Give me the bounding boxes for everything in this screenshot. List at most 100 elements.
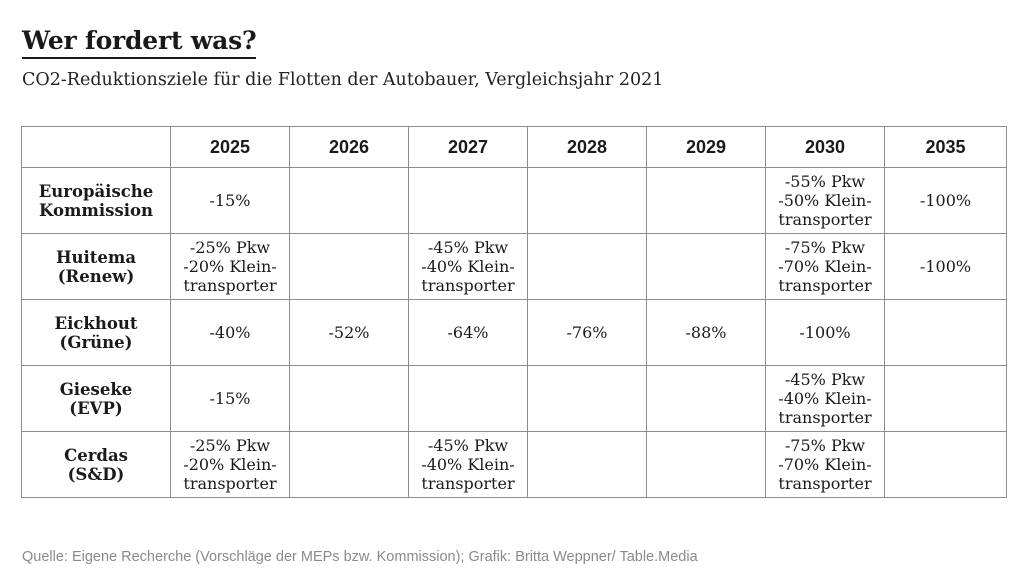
value-line: -45% Pkw — [427, 436, 509, 455]
row-label-line: (Grüne) — [59, 332, 133, 352]
value-cell: -64% — [408, 299, 528, 366]
column-header: 2030 — [765, 126, 885, 168]
value-line: transporter — [421, 276, 515, 295]
row-label-line: (S&D) — [67, 464, 125, 484]
value-cell — [527, 233, 647, 300]
value-line: -40% Klein- — [778, 389, 872, 408]
value-line: -75% Pkw — [784, 238, 866, 257]
value-cell — [408, 167, 528, 234]
value-line: -100% — [919, 191, 972, 210]
value-line: -25% Pkw — [189, 436, 271, 455]
chart-subtitle: CO2-Reduktionsziele für die Flotten der … — [22, 70, 664, 90]
value-line: -20% Klein- — [183, 257, 277, 276]
table-row: Huitema (Renew) -25% Pkw -20% Klein-transpo… — [21, 233, 1007, 300]
column-header: 2028 — [527, 126, 647, 168]
column-header: 2035 — [884, 126, 1007, 168]
value-cell: -75% Pkw -70% Klein-transporter — [765, 233, 885, 300]
value-cell: -100% — [765, 299, 885, 366]
value-line: -76% — [566, 323, 608, 342]
row-label: Eickhout (Grüne) — [21, 299, 171, 366]
value-line: transporter — [183, 474, 277, 493]
value-line: transporter — [778, 210, 872, 229]
value-line: -55% Pkw — [784, 172, 866, 191]
value-line: -100% — [919, 257, 972, 276]
value-cell — [527, 167, 647, 234]
value-cell: -45% Pkw -40% Klein-transporter — [408, 233, 528, 300]
value-line: -100% — [799, 323, 851, 342]
value-cell: -100% — [884, 167, 1007, 234]
value-line: transporter — [183, 276, 277, 295]
table-row: Cerdas (S&D) -25% Pkw -20% Klein-transporte… — [21, 431, 1007, 498]
value-cell — [646, 365, 766, 432]
value-cell — [646, 233, 766, 300]
value-line: -40% Klein- — [421, 455, 515, 474]
value-cell: -55% Pkw -50% Klein-transporter — [765, 167, 885, 234]
value-cell: -52% — [289, 299, 409, 366]
source-note: Quelle: Eigene Recherche (Vorschläge der… — [22, 549, 698, 565]
value-line: -70% Klein- — [778, 257, 872, 276]
header-row: 2025 2026 2027 2028 2029 2030 2035 — [21, 126, 1007, 168]
value-line: -88% — [685, 323, 727, 342]
corner-cell — [21, 126, 171, 168]
value-cell — [646, 167, 766, 234]
row-label-line: Eickhout — [54, 313, 138, 333]
value-line: -75% Pkw — [784, 436, 866, 455]
value-line: -45% Pkw — [427, 238, 509, 257]
value-line: -15% — [209, 389, 251, 408]
value-cell — [289, 365, 409, 432]
value-line: -70% Klein- — [778, 455, 872, 474]
value-line: -50% Klein- — [778, 191, 872, 210]
value-line: transporter — [778, 474, 872, 493]
value-line: -15% — [209, 191, 251, 210]
value-line: -25% Pkw — [189, 238, 271, 257]
value-cell: -45% Pkw -40% Klein-transporter — [765, 365, 885, 432]
value-cell: -40% — [170, 299, 290, 366]
value-cell: -100% — [884, 233, 1007, 300]
chart-title: Wer fordert was? — [22, 26, 257, 59]
value-line: -40% — [209, 323, 251, 342]
table-row: Eickhout (Grüne) -40% -52% -64% -76% -88% -100% — [21, 299, 1007, 366]
table-row: Europäische Kommission -15% -55% Pkw -50% Kl… — [21, 167, 1007, 234]
value-cell: -88% — [646, 299, 766, 366]
value-line: transporter — [778, 276, 872, 295]
value-line: -64% — [447, 323, 489, 342]
row-label-line: Cerdas — [64, 445, 128, 465]
row-label: Europäische Kommission — [21, 167, 171, 234]
row-label: Huitema (Renew) — [21, 233, 171, 300]
value-line: transporter — [778, 408, 872, 427]
value-cell — [884, 431, 1007, 498]
column-header: 2025 — [170, 126, 290, 168]
value-line: -20% Klein- — [183, 455, 277, 474]
value-cell: -25% Pkw -20% Klein-transporter — [170, 233, 290, 300]
value-line: transporter — [421, 474, 515, 493]
value-cell — [884, 365, 1007, 432]
value-cell: -15% — [170, 167, 290, 234]
row-label-line: (EVP) — [69, 398, 123, 418]
row-label-line: Huitema — [55, 247, 137, 267]
targets-table: 2025 2026 2027 2028 2029 2030 2035 Europ… — [21, 126, 1007, 498]
column-header: 2027 — [408, 126, 528, 168]
value-cell — [289, 233, 409, 300]
row-label-line: Kommission — [38, 200, 154, 220]
value-cell — [884, 299, 1007, 366]
value-cell — [527, 431, 647, 498]
value-cell: -45% Pkw -40% Klein-transporter — [408, 431, 528, 498]
column-header: 2026 — [289, 126, 409, 168]
column-header: 2029 — [646, 126, 766, 168]
row-label-line: Europäische — [38, 181, 154, 201]
row-label: Gieseke (EVP) — [21, 365, 171, 432]
row-label-line: Gieseke — [59, 379, 133, 399]
value-cell: -75% Pkw -70% Klein-transporter — [765, 431, 885, 498]
table-row: Gieseke (EVP) -15% -45% Pkw -40% Klein-trans… — [21, 365, 1007, 432]
row-label-line: (Renew) — [57, 266, 135, 286]
row-label: Cerdas (S&D) — [21, 431, 171, 498]
value-line: -45% Pkw — [784, 370, 866, 389]
value-cell — [527, 365, 647, 432]
value-cell — [646, 431, 766, 498]
value-cell — [408, 365, 528, 432]
value-cell — [289, 167, 409, 234]
value-cell — [289, 431, 409, 498]
value-cell: -76% — [527, 299, 647, 366]
value-cell: -15% — [170, 365, 290, 432]
value-cell: -25% Pkw -20% Klein-transporter — [170, 431, 290, 498]
